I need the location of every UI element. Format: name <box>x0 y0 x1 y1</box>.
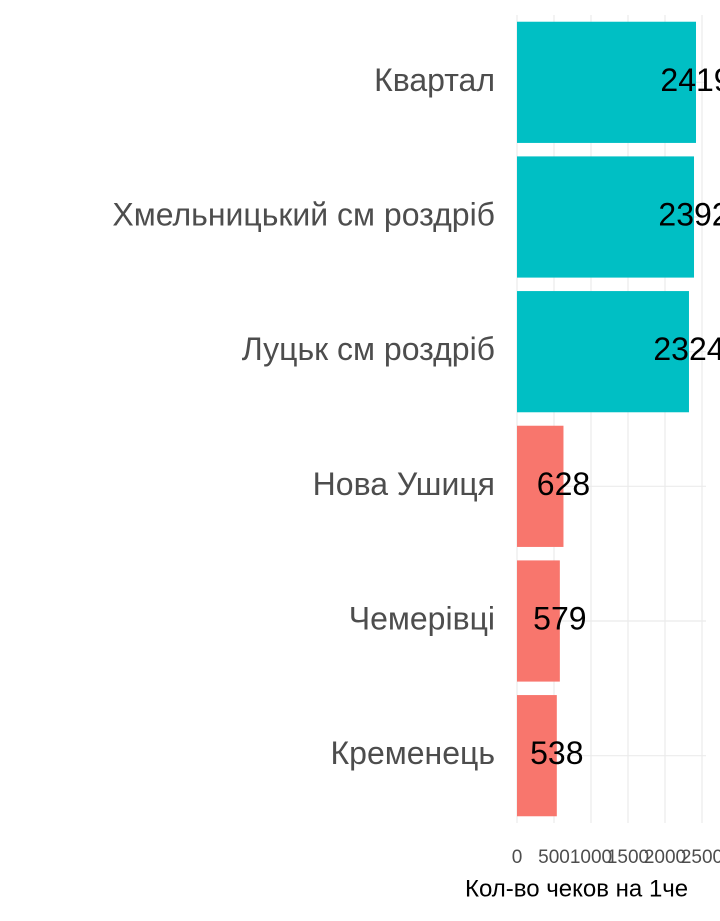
data-label: 628 <box>537 466 590 502</box>
y-tick-label: Кременець <box>331 735 496 771</box>
x-tick-label: 2000 <box>644 847 686 868</box>
x-axis-title: Кол-во чеков на 1че <box>465 875 688 902</box>
bar <box>517 156 695 278</box>
x-tick-label: 1500 <box>607 847 649 868</box>
x-tick-label: 0 <box>512 847 523 868</box>
bar <box>517 695 557 817</box>
data-label: 579 <box>533 600 586 636</box>
bar <box>517 21 697 143</box>
x-tick-label: 2500 <box>681 847 720 868</box>
data-label: 2324 <box>653 331 720 367</box>
y-tick-label: Чемерівці <box>349 600 495 636</box>
x-tick-label: 1000 <box>570 847 612 868</box>
data-label: 2419 <box>660 62 720 98</box>
y-tick-label: Нова Ушиця <box>313 466 495 502</box>
data-label: 538 <box>530 735 583 771</box>
bar <box>517 291 689 413</box>
bar <box>517 560 560 682</box>
bar <box>517 425 564 547</box>
y-tick-label: Луцьк см роздріб <box>242 331 495 367</box>
x-tick-label: 500 <box>538 847 570 868</box>
y-tick-label: Хмельницький см роздріб <box>112 196 495 232</box>
y-tick-label: Квартал <box>374 62 495 98</box>
